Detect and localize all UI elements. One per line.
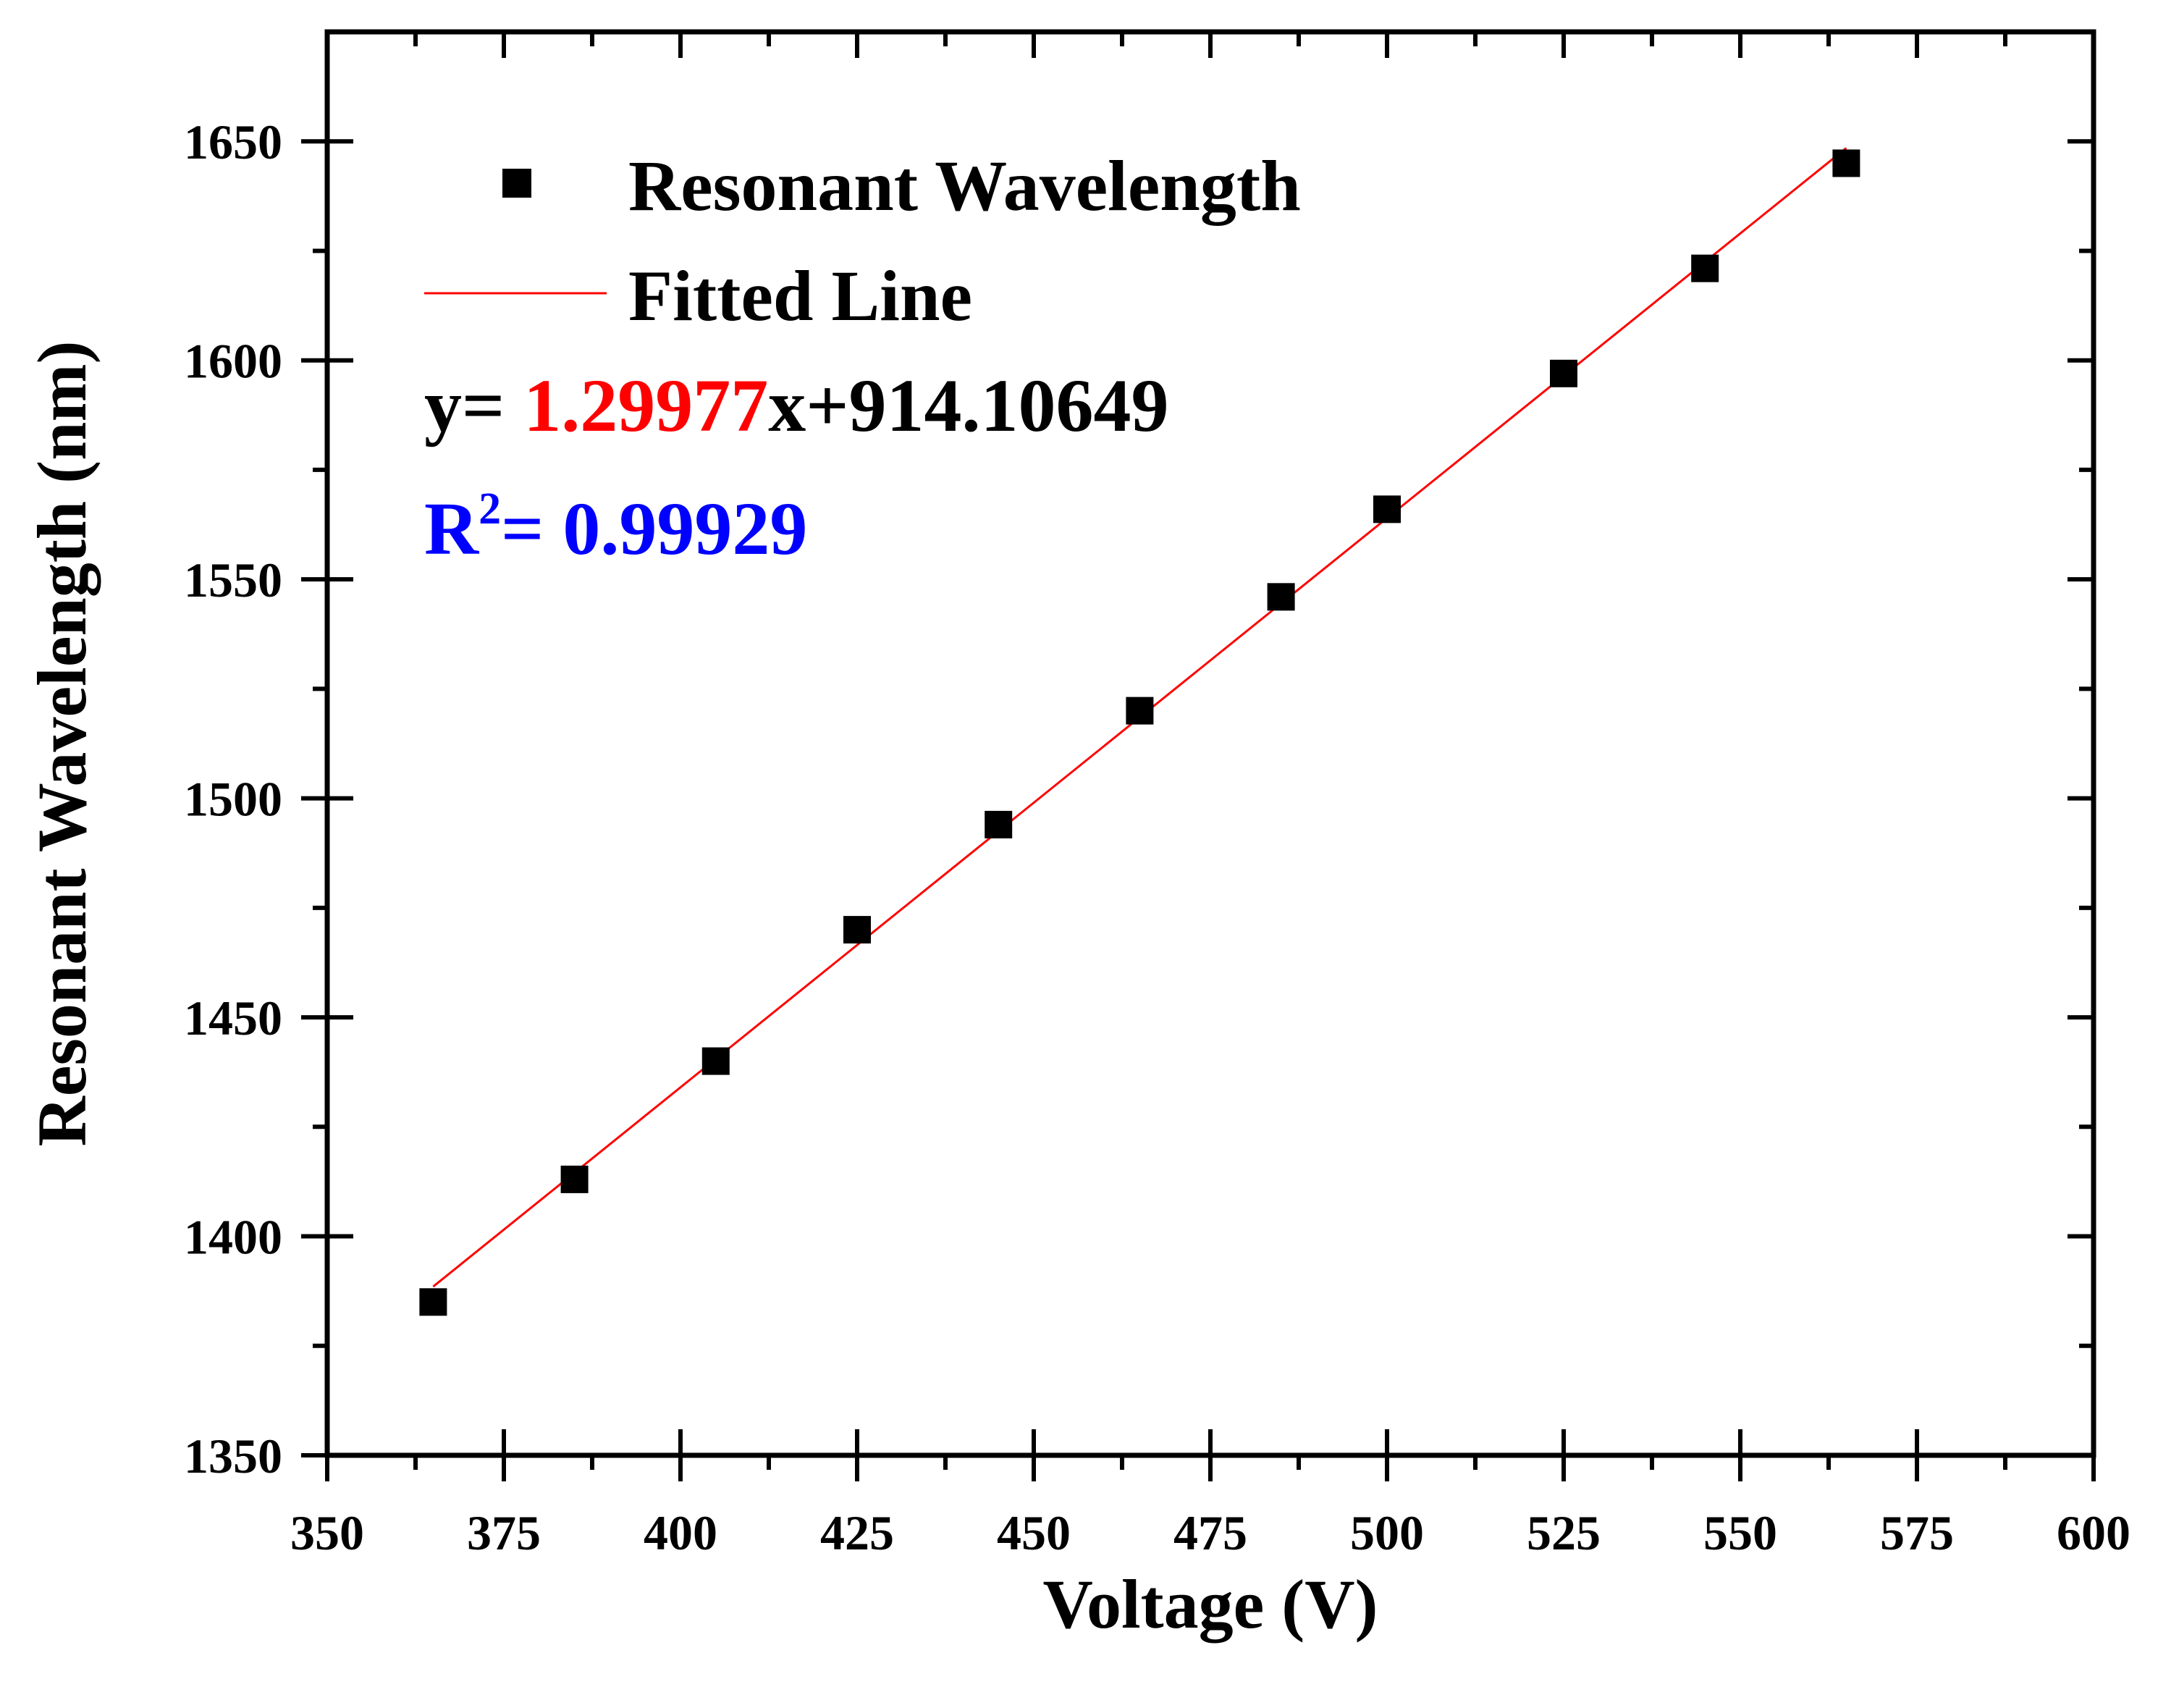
x-tick-label: 350 [290, 1505, 364, 1560]
x-tick-label: 575 [1880, 1505, 1954, 1560]
data-point [560, 1165, 589, 1193]
x-tick-label: 525 [1527, 1505, 1601, 1560]
x-tick-label: 600 [2057, 1505, 2130, 1560]
legend: Resonant Wavelength Fitted Line [424, 146, 1301, 336]
r-squared-value: = 0.99929 [501, 487, 807, 571]
x-tick-label: 475 [1173, 1505, 1247, 1560]
r-squared-superscript: 2 [479, 484, 501, 534]
data-point [1691, 254, 1719, 282]
x-tick-label: 500 [1350, 1505, 1424, 1560]
r-squared: R2= 0.99929 [424, 484, 807, 571]
x-tick-label: 375 [467, 1505, 541, 1560]
y-tick-label: 1600 [184, 334, 282, 389]
labels-layer: 350 375 400 425 450 475 500 525 550 575 600 1350 140… [184, 114, 2130, 1560]
fit-equation-suffix: x+914.10649 [768, 364, 1168, 447]
y-tick-label: 1400 [184, 1210, 282, 1265]
x-tick-label: 425 [820, 1505, 894, 1560]
legend-label-resonant-wavelength: Resonant Wavelength [628, 146, 1301, 226]
legend-label-fitted-line: Fitted Line [628, 256, 972, 336]
y-tick-label: 1500 [184, 772, 282, 827]
x-tick-label: 400 [644, 1505, 717, 1560]
data-point [1267, 583, 1295, 611]
data-point [1550, 359, 1577, 387]
y-tick-label: 1450 [184, 990, 282, 1046]
fit-equation: y= 1.29977x+914.10649 [424, 364, 1169, 447]
data-point [419, 1288, 447, 1316]
plot-frame [324, 29, 2096, 1458]
data-point [701, 1047, 730, 1075]
y-axis-title: Resonant Wavelength (nm) [23, 341, 101, 1147]
data-point [843, 916, 871, 944]
y-tick-label: 1650 [184, 114, 282, 169]
fit-equation-prefix: y= [424, 364, 523, 447]
x-axis-title: Voltage (V) [1042, 1565, 1378, 1643]
data-point [1832, 149, 1860, 177]
y-tick-label: 1350 [184, 1429, 282, 1484]
x-tick-label: 450 [997, 1505, 1071, 1560]
fit-equation-slope: 1.29977 [523, 364, 768, 447]
data-point [1373, 495, 1401, 523]
legend-marker-square [502, 169, 531, 198]
r-squared-label: R [424, 487, 480, 571]
points-layer [419, 149, 1860, 1316]
y-tick-label: 1550 [184, 552, 282, 607]
data-point [985, 810, 1013, 838]
x-tick-label: 550 [1703, 1505, 1777, 1560]
data-point [1126, 697, 1154, 725]
